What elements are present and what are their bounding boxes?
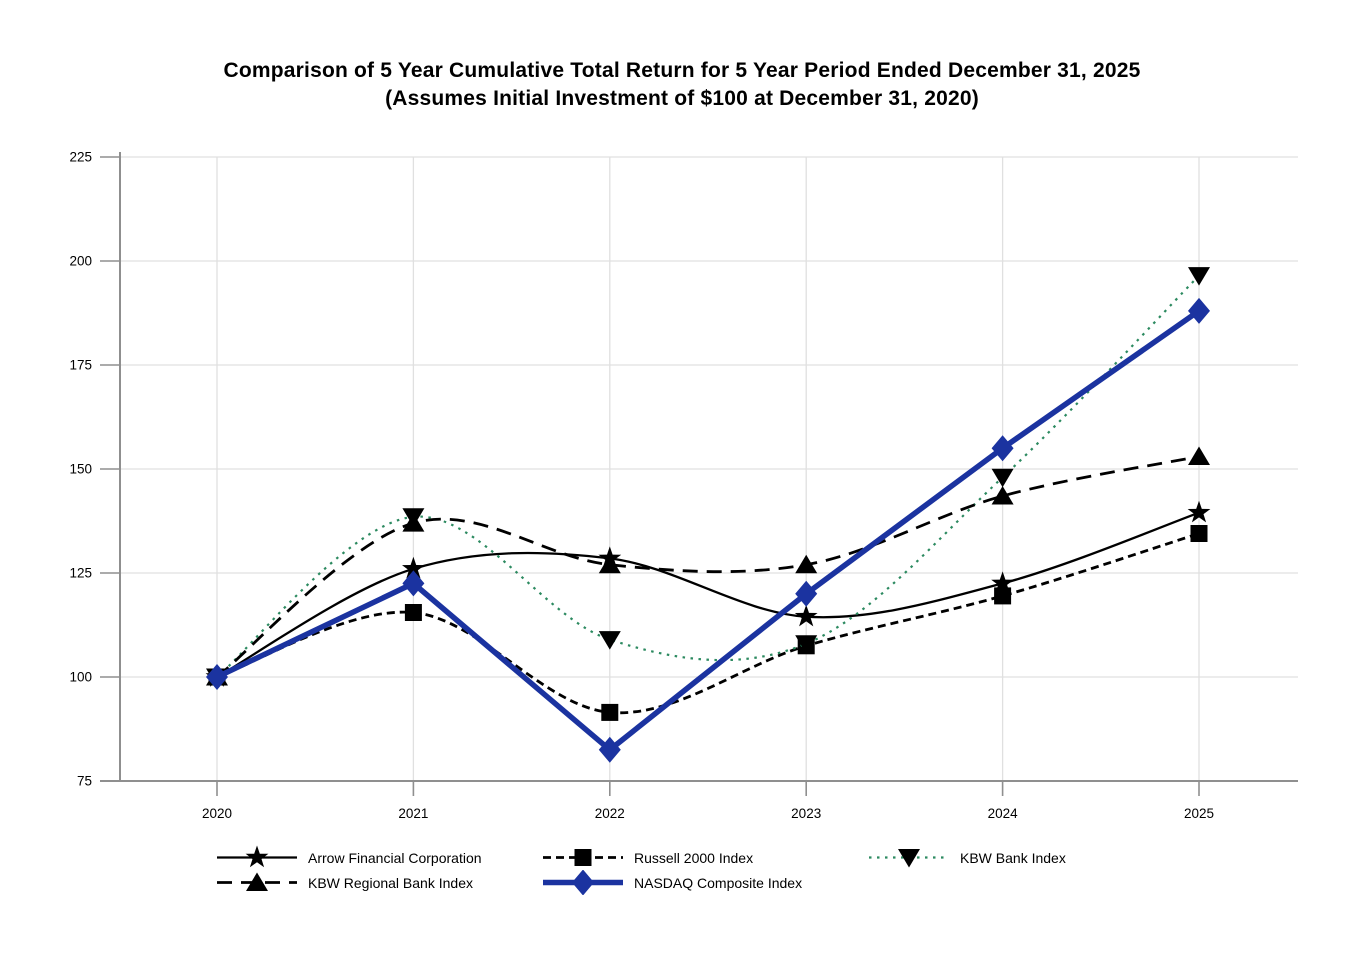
x-tick-label: 2023 [791, 806, 821, 821]
x-tick-label: 2022 [595, 806, 625, 821]
series-nasdaq-composite-index [206, 297, 1210, 763]
legend-label: Arrow Financial Corporation [308, 849, 482, 866]
series-kbw-bank-index [206, 267, 1210, 687]
x-tick-label: 2021 [398, 806, 428, 821]
y-tick-label: 150 [69, 462, 92, 477]
markers [206, 267, 1210, 687]
legend-item-kbw-regional: KBW Regional Bank Index [215, 870, 541, 895]
x-tick-label: 2020 [202, 806, 232, 821]
axes [100, 152, 1298, 796]
series-kbw-regional-bank-index [206, 446, 1210, 686]
triangle-up-marker-icon [217, 872, 297, 891]
legend-item-nasdaq: NASDAQ Composite Index [541, 870, 867, 895]
y-tick-label: 125 [69, 566, 92, 581]
chart-title: Comparison of 5 Year Cumulative Total Re… [0, 57, 1364, 113]
markers [206, 446, 1210, 686]
legend-label: KBW Regional Bank Index [308, 874, 473, 891]
x-tick-label: 2025 [1184, 806, 1214, 821]
triangle-down-marker-icon [869, 849, 949, 868]
y-tick-label: 200 [69, 254, 92, 269]
legend-label: NASDAQ Composite Index [634, 874, 803, 891]
axis-labels: 75 100 125 150 175 200 225 2020 2021 2022 2023 2024… [69, 150, 1214, 821]
y-tick-label: 75 [77, 774, 92, 789]
y-tick-label: 175 [69, 358, 92, 373]
y-tick-label: 100 [69, 670, 92, 685]
y-tick-label: 225 [69, 150, 92, 165]
x-tick-label: 2024 [988, 806, 1019, 821]
chart-legend: Arrow Financial Corporation Russell 2000… [215, 845, 1247, 895]
markers [206, 297, 1210, 763]
markers [208, 525, 1208, 721]
legend-item-kbw-bank: KBW Bank Index [867, 845, 1247, 870]
square-marker-icon [543, 849, 623, 866]
legend-label: KBW Bank Index [960, 849, 1066, 866]
legend-item-arrow-financial: Arrow Financial Corporation [215, 845, 541, 870]
diamond-marker-icon [543, 870, 623, 895]
legend-item-russell-2000: Russell 2000 Index [541, 845, 867, 870]
chart-title-line1: Comparison of 5 Year Cumulative Total Re… [223, 59, 1141, 82]
legend-label: Russell 2000 Index [634, 849, 754, 866]
star-marker-icon [217, 845, 297, 868]
series-russell-2000-index [208, 525, 1208, 721]
chart-title-line2: (Assumes Initial Investment of $100 at D… [385, 87, 979, 110]
